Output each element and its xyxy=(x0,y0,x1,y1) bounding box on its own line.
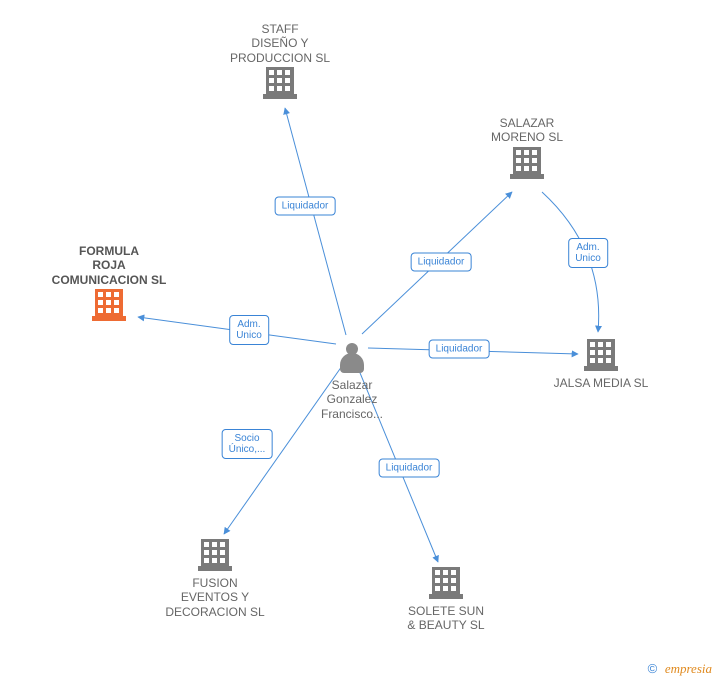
node-staff[interactable]: STAFF DISEÑO Y PRODUCCION SL xyxy=(210,22,350,104)
node-label: Salazar Gonzalez Francisco... xyxy=(282,378,422,421)
edge-e1 xyxy=(285,108,346,335)
person-icon xyxy=(340,343,364,373)
edge-label-e1: Liquidador xyxy=(275,197,336,216)
node-label: JALSA MEDIA SL xyxy=(531,376,671,390)
node-label: SOLETE SUN & BEAUTY SL xyxy=(376,604,516,633)
node-label: FORMULA ROJA COMUNICACION SL xyxy=(39,244,179,287)
building-icon xyxy=(432,567,460,599)
brand-name: empresia xyxy=(665,661,712,676)
node-label: SALAZAR MORENO SL xyxy=(457,116,597,145)
edge-label-e6: Adm. Unico xyxy=(229,315,269,345)
copyright-symbol: © xyxy=(648,661,658,676)
edge-label-e5: Socio Único,... xyxy=(222,429,273,459)
node-fusion[interactable]: FUSION EVENTOS Y DECORACION SL xyxy=(145,537,285,619)
footer-credit: © empresia xyxy=(648,661,712,677)
edge-label-e7: Adm. Unico xyxy=(568,238,608,268)
edge-label-e4: Liquidador xyxy=(379,459,440,478)
building-icon xyxy=(95,289,123,321)
building-icon xyxy=(513,147,541,179)
node-jalsa[interactable]: JALSA MEDIA SL xyxy=(531,337,671,390)
diagram-stage: { "diagram": { "type": "network", "backg… xyxy=(0,0,728,685)
building-icon xyxy=(266,67,294,99)
node-solete[interactable]: SOLETE SUN & BEAUTY SL xyxy=(376,565,516,633)
node-formula[interactable]: FORMULA ROJA COMUNICACION SL xyxy=(39,244,179,326)
building-icon xyxy=(201,539,229,571)
edge-label-e2: Liquidador xyxy=(411,253,472,272)
edge-label-e3: Liquidador xyxy=(429,340,490,359)
node-salazar_moreno[interactable]: SALAZAR MORENO SL xyxy=(457,116,597,184)
node-label: FUSION EVENTOS Y DECORACION SL xyxy=(145,576,285,619)
building-icon xyxy=(587,339,615,371)
node-label: STAFF DISEÑO Y PRODUCCION SL xyxy=(210,22,350,65)
node-center[interactable]: Salazar Gonzalez Francisco... xyxy=(282,341,422,421)
